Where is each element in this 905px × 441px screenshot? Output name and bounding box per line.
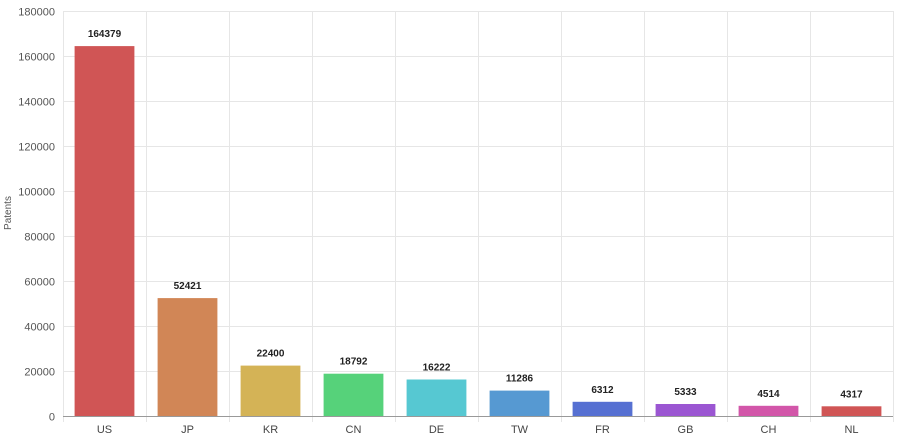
- x-tick-label: FR: [595, 424, 610, 436]
- bar-tw: [489, 390, 550, 416]
- x-tick-label: NL: [844, 424, 858, 436]
- bar-gb: [655, 404, 716, 416]
- x-tick-label: DE: [429, 424, 444, 436]
- y-axis-title: Patents: [3, 196, 14, 230]
- bar-layer: 164379 52421 22400 18792 16222 11286 6312 5333 4…: [74, 29, 882, 416]
- bar-value-label: 164379: [88, 29, 122, 40]
- bar-value-label: 4514: [757, 389, 780, 400]
- x-tick-label: JP: [181, 424, 194, 436]
- axis-layer: Patents 0 20000 40000 60000 80000 100000 12000…: [3, 7, 893, 436]
- bar-value-label: 11286: [506, 374, 534, 385]
- bar-value-label: 22400: [257, 349, 285, 360]
- y-tick-label: 60000: [24, 277, 55, 289]
- bar-value-label: 4317: [840, 389, 863, 400]
- x-tick-label: CN: [346, 424, 362, 436]
- y-tick-label: 180000: [18, 7, 55, 19]
- y-tick-label: 100000: [18, 187, 55, 199]
- bar-value-label: 6312: [591, 385, 614, 396]
- bar-fr: [572, 401, 633, 416]
- bar-jp: [157, 298, 218, 416]
- x-tick-label: GB: [678, 424, 694, 436]
- x-tick-label: CH: [761, 424, 777, 436]
- bar-kr: [240, 365, 301, 416]
- y-tick-label: 20000: [24, 367, 55, 379]
- y-tick-label: 140000: [18, 97, 55, 109]
- bar-nl: [821, 406, 882, 416]
- bar-de: [406, 379, 467, 416]
- y-tick-label: 0: [49, 412, 55, 424]
- y-tick-label: 160000: [18, 52, 55, 64]
- x-tick-label: US: [97, 424, 112, 436]
- bar-value-label: 16222: [423, 363, 451, 374]
- bar-value-label: 52421: [174, 281, 202, 292]
- y-tick-label: 80000: [24, 232, 55, 244]
- bar-us: [74, 46, 135, 416]
- x-tick-label: KR: [263, 424, 278, 436]
- bar-cn: [323, 373, 384, 416]
- bar-value-label: 5333: [674, 387, 697, 398]
- x-tick-label: TW: [511, 424, 529, 436]
- bar-ch: [738, 405, 799, 416]
- bar-value-label: 18792: [340, 357, 368, 368]
- y-tick-label: 120000: [18, 142, 55, 154]
- grid-layer: [63, 11, 894, 422]
- y-tick-label: 40000: [24, 322, 55, 334]
